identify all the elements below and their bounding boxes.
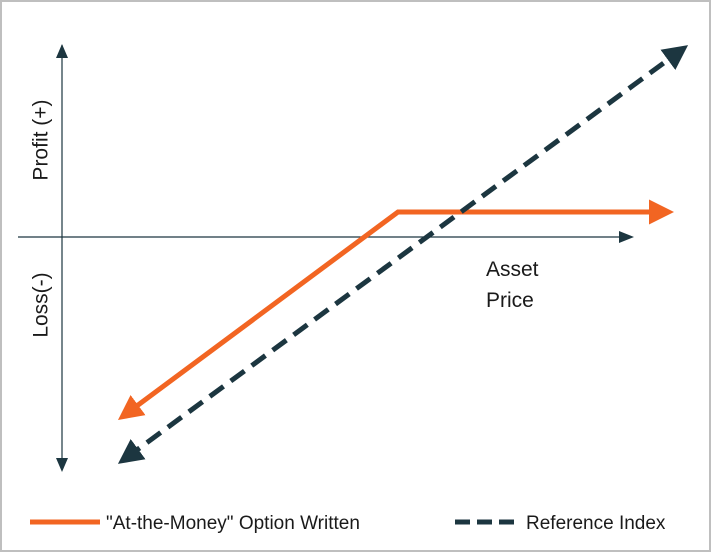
x-axis-label: Price [486, 289, 534, 312]
legend-label: Reference Index [526, 513, 666, 534]
y-positive-label: Profit (+) [30, 99, 53, 180]
x-axis-label: Asset [486, 258, 539, 281]
reference-index-line [117, 45, 689, 464]
y-negative-label: Loss(-) [30, 272, 53, 337]
legend-label: "At-the-Money" Option Written [106, 513, 360, 534]
